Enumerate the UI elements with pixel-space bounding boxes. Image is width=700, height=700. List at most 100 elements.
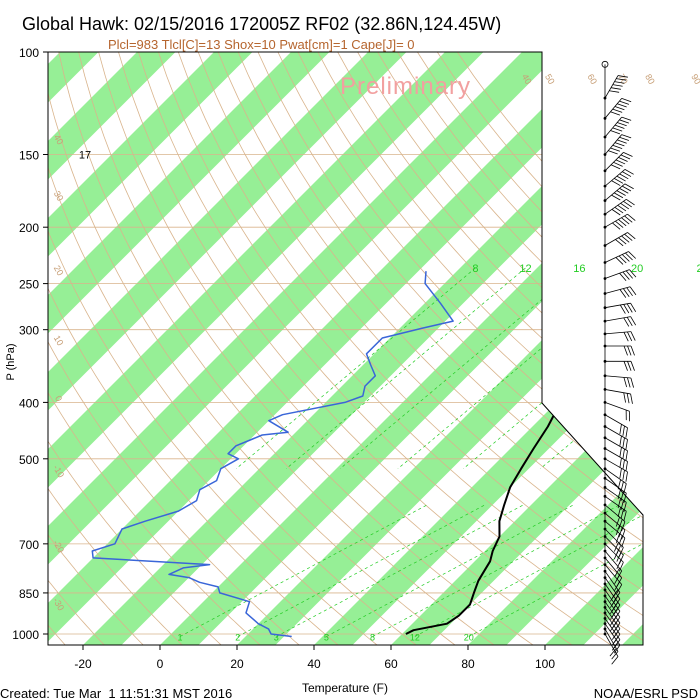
wind-barb-dot <box>603 588 607 592</box>
mixing-ratio-label: 8 <box>472 263 478 275</box>
wind-barb-feather <box>618 519 623 529</box>
wind-barb-feather <box>611 194 621 201</box>
wind-barb-feather <box>622 448 625 459</box>
wind-barb-feather <box>623 345 628 356</box>
wind-barb-staff <box>604 251 629 263</box>
wind-barb-feather <box>611 180 621 186</box>
wind-barb-dot <box>603 413 607 417</box>
wind-barb-feather <box>618 237 627 245</box>
wind-barb-staff <box>604 557 623 579</box>
wind-barb-feather <box>615 239 624 247</box>
wind-barbs <box>601 60 637 665</box>
wind-barb-staff <box>604 487 627 503</box>
wind-barb-feather <box>630 302 637 312</box>
wind-barb-feather <box>621 254 630 262</box>
wind-barb-dot <box>603 153 607 156</box>
wind-barb-feather <box>617 498 621 509</box>
wind-barb-dot <box>603 503 607 507</box>
left-edge-label: 17 <box>79 149 91 161</box>
left-edge-label: 10 <box>52 334 66 348</box>
wind-barb-feather <box>627 377 631 388</box>
wind-barb-feather <box>618 527 623 538</box>
wind-barb-feather <box>617 205 627 212</box>
wind-barb-feather <box>612 127 623 132</box>
wind-barb-staff <box>604 183 626 201</box>
wind-barb <box>603 169 634 188</box>
dry-adiabat <box>188 52 643 645</box>
dry-adiabat <box>48 52 458 645</box>
left-edge-label: 20 <box>52 264 66 278</box>
wind-barb-feather <box>617 139 627 144</box>
wind-barb-feather <box>609 648 617 657</box>
wind-barb-feather <box>625 450 628 461</box>
wind-barb-staff <box>604 375 631 379</box>
wind-barb-feather <box>620 203 630 210</box>
wind-barb-dot <box>603 622 607 626</box>
wind-barb-dot <box>603 600 607 604</box>
wind-barb <box>603 605 621 638</box>
wind-barb <box>603 344 635 356</box>
wind-barb-dot <box>603 447 607 450</box>
wind-barb-feather <box>617 75 628 78</box>
wind-barb-staff <box>604 607 621 629</box>
wind-barb-feather <box>621 134 632 139</box>
wind-barb <box>603 359 635 371</box>
wind-barb-feather <box>608 150 618 155</box>
wind-barb-staff <box>604 504 626 522</box>
mixing-ratio-label: 16 <box>573 263 585 275</box>
wind-barb-feather <box>621 521 626 532</box>
wind-barb-staff <box>604 570 621 593</box>
left-edge-label: 30 <box>52 189 66 203</box>
wind-barb-staff <box>604 564 623 585</box>
wind-barb-feather <box>625 252 633 261</box>
wind-barb-feather <box>616 190 626 196</box>
wind-barb-feather <box>627 331 633 342</box>
dry-adiabat <box>48 52 106 645</box>
wind-barb-feather <box>609 622 617 632</box>
wind-barb-feather <box>623 361 628 371</box>
wind-barb-dot <box>603 319 607 323</box>
wind-barb-feather <box>630 361 635 371</box>
wind-barb-feather <box>619 119 630 124</box>
wind-barb-feather <box>626 393 630 404</box>
wind-barb-staff <box>604 543 624 563</box>
wind-barb-staff <box>604 618 621 640</box>
mixing-ratio-line <box>235 267 476 469</box>
mixing-ratio-label: 12 <box>519 263 531 275</box>
wind-barb-feather <box>610 164 621 170</box>
wind-barb-dot <box>603 616 607 620</box>
mixing-ratio-label-lower: 8 <box>370 633 375 643</box>
wind-barb-dot <box>603 632 607 636</box>
wind-barb-staff <box>604 437 628 452</box>
y-tick-label: 400 <box>19 396 39 410</box>
wind-barb <box>603 535 624 565</box>
wind-barb-feather <box>621 529 626 540</box>
wind-barb <box>603 436 628 461</box>
wind-barb-feather <box>614 124 625 129</box>
isotherm-bands <box>48 52 643 645</box>
wind-barb-dot <box>603 627 607 631</box>
wind-barb-feather <box>623 377 628 388</box>
wind-barb-dot <box>603 563 607 567</box>
wind-barb-staff <box>604 589 621 612</box>
wind-barb <box>603 425 628 450</box>
wind-barb-feather <box>616 175 626 182</box>
wind-barb-feather <box>624 183 634 190</box>
wind-barb-feather <box>619 304 626 314</box>
wind-barb-staff <box>604 169 626 187</box>
wind-barb-feather <box>627 361 632 371</box>
mixing-ratio-line <box>237 504 486 637</box>
wind-barb <box>603 494 627 522</box>
wind-barb-feather <box>609 605 617 614</box>
wind-barb <box>603 542 624 572</box>
wind-barb-feather <box>624 215 633 223</box>
isotherm-band <box>48 52 643 645</box>
wind-barb-feather <box>623 332 629 342</box>
wind-barb-feather <box>614 81 625 84</box>
wind-barb-feather <box>615 257 624 265</box>
wind-barb-feather <box>619 457 622 468</box>
mixing-ratio-label-lower: 2 <box>235 633 240 643</box>
wind-barb-feather <box>613 549 619 560</box>
wind-barb-staff <box>604 286 631 294</box>
wind-barb-dot <box>603 292 607 295</box>
